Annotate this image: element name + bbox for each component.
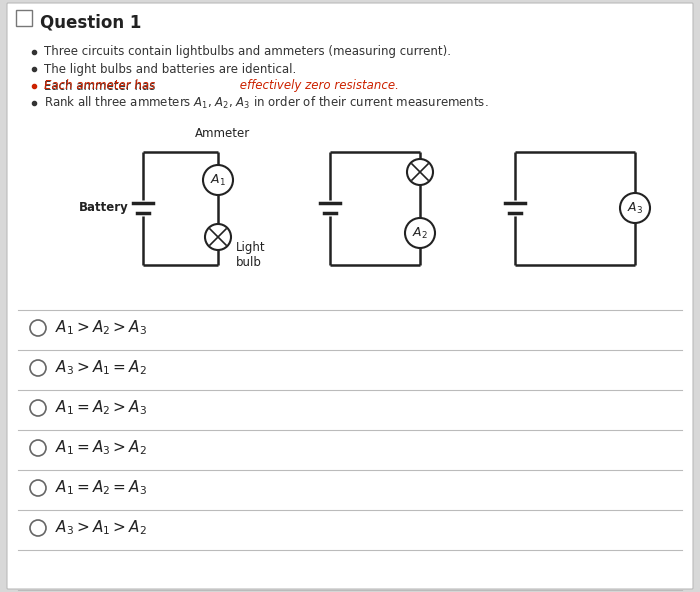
Circle shape	[30, 440, 46, 456]
FancyBboxPatch shape	[7, 3, 693, 589]
Circle shape	[30, 480, 46, 496]
Text: $A_2$: $A_2$	[412, 226, 428, 240]
Circle shape	[203, 165, 233, 195]
Text: Each ammeter has: Each ammeter has	[44, 79, 159, 92]
Text: Battery: Battery	[79, 201, 129, 214]
Text: $A_3 > A_1 > A_2$: $A_3 > A_1 > A_2$	[55, 519, 147, 538]
Circle shape	[205, 224, 231, 250]
Text: $A_3$: $A_3$	[627, 201, 643, 215]
Text: $A_3 > A_1 = A_2$: $A_3 > A_1 = A_2$	[55, 359, 147, 377]
Text: Question 1: Question 1	[40, 13, 141, 31]
Text: $A_1 = A_2 > A_3$: $A_1 = A_2 > A_3$	[55, 398, 147, 417]
Text: Rank all three ammeters $A_1$, $A_2$, $A_3$ in order of their current measuremen: Rank all three ammeters $A_1$, $A_2$, $A…	[44, 95, 489, 111]
Circle shape	[30, 520, 46, 536]
Text: $A_1 = A_3 > A_2$: $A_1 = A_3 > A_2$	[55, 439, 147, 458]
Circle shape	[30, 320, 46, 336]
Text: The light bulbs and batteries are identical.: The light bulbs and batteries are identi…	[44, 63, 296, 76]
Text: $A_1 = A_2 = A_3$: $A_1 = A_2 = A_3$	[55, 479, 147, 497]
Text: Each ammeter has                                   effectively zero resistance.: Each ammeter has effectively zero resist…	[44, 79, 399, 92]
Circle shape	[30, 360, 46, 376]
Text: $A_1 > A_2 > A_3$: $A_1 > A_2 > A_3$	[55, 318, 147, 337]
Text: Light
bulb: Light bulb	[236, 241, 265, 269]
Text: Three circuits contain lightbulbs and ammeters (measuring current).: Three circuits contain lightbulbs and am…	[44, 46, 451, 59]
Bar	[16, 10, 32, 26]
Circle shape	[30, 400, 46, 416]
Text: $A_1$: $A_1$	[210, 172, 226, 188]
Circle shape	[407, 159, 433, 185]
Circle shape	[405, 218, 435, 248]
Text: Ammeter: Ammeter	[195, 127, 251, 140]
Circle shape	[620, 193, 650, 223]
